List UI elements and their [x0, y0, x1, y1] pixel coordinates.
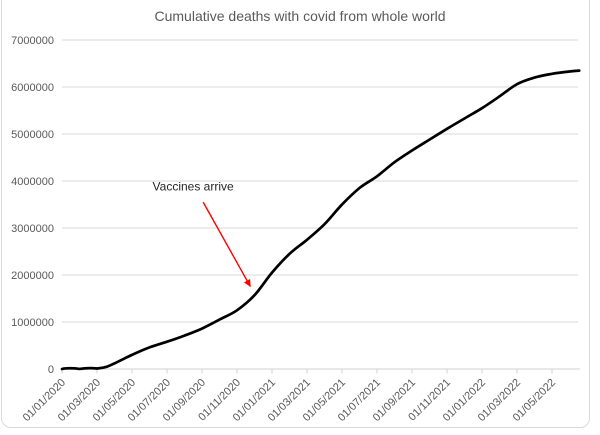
y-tick-label: 7000000 [11, 35, 54, 47]
chart-title: Cumulative deaths with covid from whole … [154, 8, 445, 24]
x-axis-labels: 01/01/202001/03/202001/05/202001/07/2020… [21, 377, 558, 424]
y-tick-label: 3000000 [11, 223, 54, 235]
y-tick-label: 6000000 [11, 82, 54, 94]
y-tick-label: 2000000 [11, 270, 54, 282]
y-tick-label: 1000000 [11, 317, 54, 329]
vaccines-annotation: Vaccines arrive [153, 179, 251, 288]
annotation-arrow [202, 201, 251, 288]
x-axis [61, 368, 580, 374]
y-tick-label: 5000000 [11, 129, 54, 141]
y-axis-labels: 0 1000000 2000000 3000000 4000000 5000000 6000… [11, 35, 54, 376]
chart-frame [1, 0, 590, 428]
y-tick-label: 0 [48, 364, 54, 376]
annotation-text: Vaccines arrive [153, 179, 234, 193]
y-tick-label: 4000000 [11, 176, 54, 188]
deaths-line-series [60, 69, 581, 371]
gridlines [62, 39, 578, 323]
